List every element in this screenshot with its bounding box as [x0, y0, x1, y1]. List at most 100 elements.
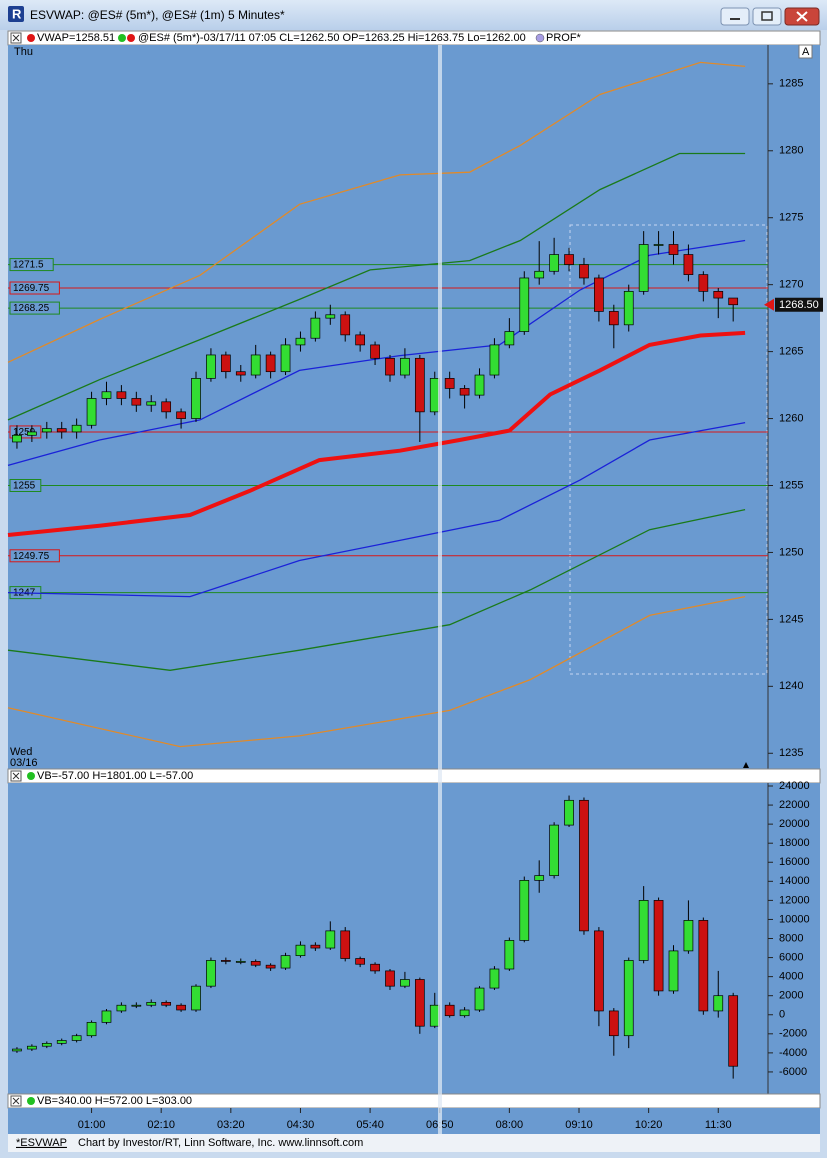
y-tick-label: 10000 — [779, 913, 810, 925]
candle-body — [250, 354, 261, 376]
candle-body — [504, 331, 515, 346]
y-tick-label: 24000 — [779, 780, 810, 792]
candle-body — [340, 930, 351, 959]
candle-body — [101, 1010, 112, 1023]
legend-dot — [127, 34, 135, 42]
candle-body — [414, 357, 425, 413]
candle-body — [444, 378, 455, 389]
window-title: ESVWAP: @ES# (5m*), @ES# (1m) 5 Minutes* — [30, 8, 285, 22]
candle-body — [534, 270, 545, 279]
credit: Chart by Investor/RT, Linn Software, Inc… — [78, 1137, 363, 1149]
y-tick-label: 1250 — [779, 546, 803, 558]
candle-body — [638, 244, 649, 292]
candle-body — [444, 1004, 455, 1017]
level-label-box — [9, 281, 60, 295]
y-tick-label: 4000 — [779, 971, 803, 983]
candle-body — [265, 964, 276, 969]
band-line — [7, 239, 746, 467]
candle-body — [116, 1004, 127, 1012]
candle-body — [295, 337, 306, 346]
scale-mark: A — [802, 46, 810, 58]
last-price-box — [775, 297, 823, 312]
candle-body — [459, 1009, 470, 1017]
x-tick-label: 02:10 — [147, 1119, 175, 1131]
band-line — [7, 330, 746, 537]
level-label: 1249.75 — [13, 551, 50, 562]
status-text: VB=340.00 H=572.00 L=303.00 — [37, 1095, 192, 1107]
candle-body — [489, 968, 500, 989]
x-tick-label: 10:20 — [635, 1119, 663, 1131]
level-label-box — [9, 301, 60, 315]
date-label: 03/16 — [10, 757, 38, 769]
candle-body — [698, 920, 709, 1012]
y-tick-label: 1280 — [779, 145, 803, 157]
candle-body — [131, 398, 142, 406]
study-link[interactable]: *ESVWAP — [16, 1137, 67, 1149]
vb-pane — [8, 783, 820, 1094]
candle-body — [206, 354, 216, 379]
candle-body — [668, 244, 679, 255]
candle-body — [310, 317, 321, 339]
candle-body — [564, 799, 574, 826]
y-tick-label: 2000 — [779, 990, 803, 1002]
x-tick-label: 05:40 — [356, 1119, 384, 1131]
level-label: 1259 — [13, 427, 36, 438]
candle-body — [12, 1048, 22, 1052]
candle-body — [608, 1010, 619, 1037]
candle-body — [131, 1004, 142, 1007]
candle-body — [594, 930, 604, 1012]
candle-body — [638, 900, 649, 961]
candle-body — [534, 875, 545, 881]
candle-body — [653, 244, 664, 246]
candle-body — [325, 930, 336, 949]
x-tick-label: 01:00 — [78, 1119, 106, 1131]
candle-body — [400, 979, 410, 987]
band-line — [7, 152, 746, 421]
y-tick-label: -2000 — [779, 1028, 807, 1040]
legend-vb: VB=-57.00 H=1801.00 L=-57.00 — [37, 770, 193, 782]
day-label: Wed — [10, 746, 32, 758]
y-tick-label: -4000 — [779, 1047, 807, 1059]
candle-body — [191, 985, 201, 1011]
maximize-button[interactable] — [752, 7, 782, 26]
scale-box[interactable] — [798, 44, 813, 59]
y-tick-label: 8000 — [779, 932, 803, 944]
level-label: 1271.5 — [13, 260, 44, 271]
candle-body — [683, 254, 694, 275]
last-price-arrow — [764, 298, 774, 311]
candle-body — [370, 344, 380, 359]
y-tick-label: 12000 — [779, 894, 810, 906]
candle-body — [86, 398, 97, 426]
legend-dot — [27, 34, 35, 42]
minimize-button[interactable] — [720, 7, 750, 26]
x-tick-label: 11:30 — [705, 1119, 732, 1131]
candle-body — [549, 254, 559, 272]
day-label: Thu — [14, 46, 33, 58]
y-tick-label: 0 — [779, 1009, 785, 1021]
candle-body — [146, 401, 157, 406]
candle-body — [116, 391, 127, 399]
candle-body — [698, 274, 709, 292]
candle-body — [265, 354, 276, 373]
x-tick-label: 09:10 — [565, 1119, 593, 1131]
legend-vwap: VWAP=1258.51 — [37, 32, 115, 44]
band-line — [7, 61, 746, 363]
y-tick-label: 1245 — [779, 613, 803, 625]
close-pane-glyph — [12, 34, 20, 42]
level-label: 1255 — [13, 481, 36, 492]
candle-body — [71, 1035, 82, 1041]
y-tick-label: 14000 — [779, 875, 810, 887]
candle-body — [713, 995, 724, 1012]
candle-body — [564, 254, 574, 265]
app-icon — [8, 6, 24, 22]
candle-body — [668, 950, 679, 992]
y-tick-label: 16000 — [779, 856, 810, 868]
price-pane — [8, 45, 820, 769]
candle-body — [474, 374, 485, 396]
candle-body — [653, 900, 664, 992]
level-label-box — [9, 258, 54, 272]
candle-body — [504, 940, 515, 970]
y-tick-label: 1260 — [779, 412, 803, 424]
title-bar — [0, 0, 827, 30]
